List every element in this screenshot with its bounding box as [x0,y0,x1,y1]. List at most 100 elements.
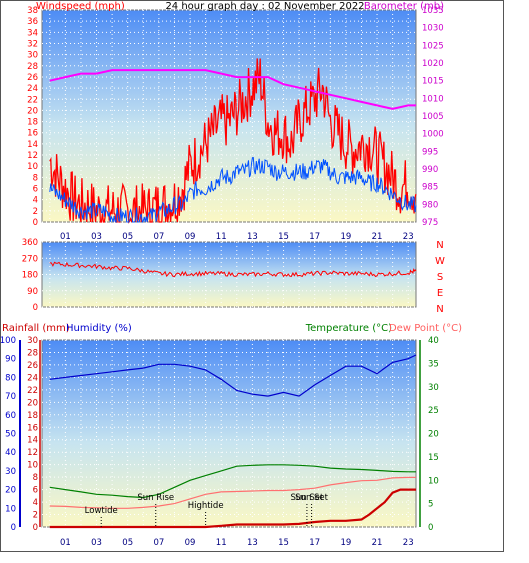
compass-label: S [437,272,443,283]
outer-frame [0,0,504,552]
wind-y-tick: 26 [27,73,38,83]
humidity-y-tick: 50 [5,430,16,440]
annotation-label: Hightide [188,501,224,511]
baro-y-tick: 985 [422,183,438,193]
rain-y-tick: 6 [33,486,38,496]
wind-y-tick: 32 [27,39,38,49]
x-tick-temp: 05 [122,538,133,548]
temp-y-tick: 5 [428,500,433,510]
dir-y-tick: 270 [22,254,38,264]
baro-y-tick: 1000 [422,130,444,140]
rain-y-tick: 2 [33,511,38,521]
baro-y-tick: 1005 [422,112,444,122]
x-tick-temp: 11 [216,538,227,548]
rain-y-tick: 22 [27,386,38,396]
annotation-label: Sun Rise [137,493,174,503]
baro-y-tick: 990 [422,165,438,175]
wind-y-tick: 10 [27,162,38,172]
wind-y-tick: 30 [27,51,38,61]
compass-label: W [435,256,445,267]
humidity-y-tick: 40 [5,448,16,458]
humidity-y-tick: 80 [5,373,16,383]
wind-y-tick: 14 [27,140,38,150]
wind-y-tick: 22 [27,95,38,105]
rain-y-tick: 30 [27,336,38,346]
x-tick-wind: 19 [340,232,351,242]
dir-y-tick: 90 [27,287,38,297]
humidity-y-tick: 90 [5,355,16,365]
baro-y-tick: 1025 [422,41,444,51]
dewpoint-axis-label: Dew Point (°C) [389,323,462,334]
wind-y-tick: 12 [27,151,38,161]
humidity-line [49,354,417,397]
wind-y-tick: 34 [27,28,38,38]
compass-label: N [436,304,443,315]
humidity-y-tick: 100 [0,336,16,346]
dir-y-tick: 360 [22,238,38,248]
wind-y-tick: 8 [33,173,38,183]
x-tick-temp: 19 [340,538,351,548]
wind-y-tick: 4 [33,196,38,206]
baro-y-tick: 1010 [422,94,444,104]
wind-y-tick: 24 [27,84,38,94]
wind-y-tick: 38 [27,6,38,16]
rain-y-tick: 0 [33,523,38,533]
temp-y-tick: 15 [428,453,439,463]
barometer-line [49,69,416,110]
compass-label: E [437,288,443,299]
humidity-y-tick: 30 [5,467,16,477]
rain-y-tick: 16 [27,423,38,433]
annotation-label: Lowtide [85,506,118,516]
x-tick-wind: 17 [309,232,320,242]
x-tick-wind: 01 [60,232,71,242]
rain-y-tick: 10 [27,461,38,471]
x-tick-temp: 13 [247,538,258,548]
wind-y-tick: 6 [33,185,38,195]
rainfall-axis-label: Rainfall (mm) [2,323,70,334]
humidity-y-tick: 70 [5,392,16,402]
annotation-label: Sun Set [290,493,323,503]
rain-y-tick: 4 [33,498,38,508]
rainfall-line [49,488,416,529]
wind-panel [41,9,417,223]
x-tick-wind: 07 [153,232,164,242]
humidity-y-tick: 10 [5,504,16,514]
humidity-y-tick: 0 [11,523,16,533]
x-tick-temp: 09 [185,538,196,548]
temperature-line [49,464,416,499]
gust-line [49,58,417,224]
x-tick-temp: 01 [60,538,71,548]
temperature-axis-label: Temperature (°C) [305,323,392,334]
dew-point-line [49,476,416,509]
annotation-label: Sun Set [295,493,328,503]
x-tick-temp: 21 [372,538,383,548]
wind-y-tick: 18 [27,118,38,128]
humidity-y-tick: 60 [5,411,16,421]
chart-title: 24 hour graph day : 02 November 2022 [165,1,364,12]
rain-y-tick: 24 [27,373,38,383]
x-tick-wind: 13 [247,232,258,242]
barometer-axis-label: Barometer (mb) [364,1,444,12]
grid-lines [19,9,421,528]
x-tick-wind: 15 [278,232,289,242]
average-wind-line [49,157,417,224]
wind-y-tick: 2 [33,207,38,217]
humidity-y-tick: 20 [5,486,16,496]
baro-y-tick: 1035 [422,6,444,16]
temp-y-tick: 40 [428,336,439,346]
x-tick-temp: 07 [153,538,164,548]
temp-y-tick: 20 [428,430,439,440]
baro-y-tick: 995 [422,147,438,157]
compass-label: N [436,240,443,251]
wind-y-tick: 16 [27,129,38,139]
temp-y-tick: 30 [428,383,439,393]
x-tick-temp: 03 [91,538,102,548]
dir-y-tick: 180 [22,271,38,281]
temp-y-tick: 0 [428,523,433,533]
rain-y-tick: 8 [33,473,38,483]
temp-y-tick: 10 [428,476,439,486]
x-tick-temp: 17 [309,538,320,548]
tick-labels: 0101030305050707090911111313151517171919… [0,6,445,548]
x-tick-wind: 05 [122,232,133,242]
